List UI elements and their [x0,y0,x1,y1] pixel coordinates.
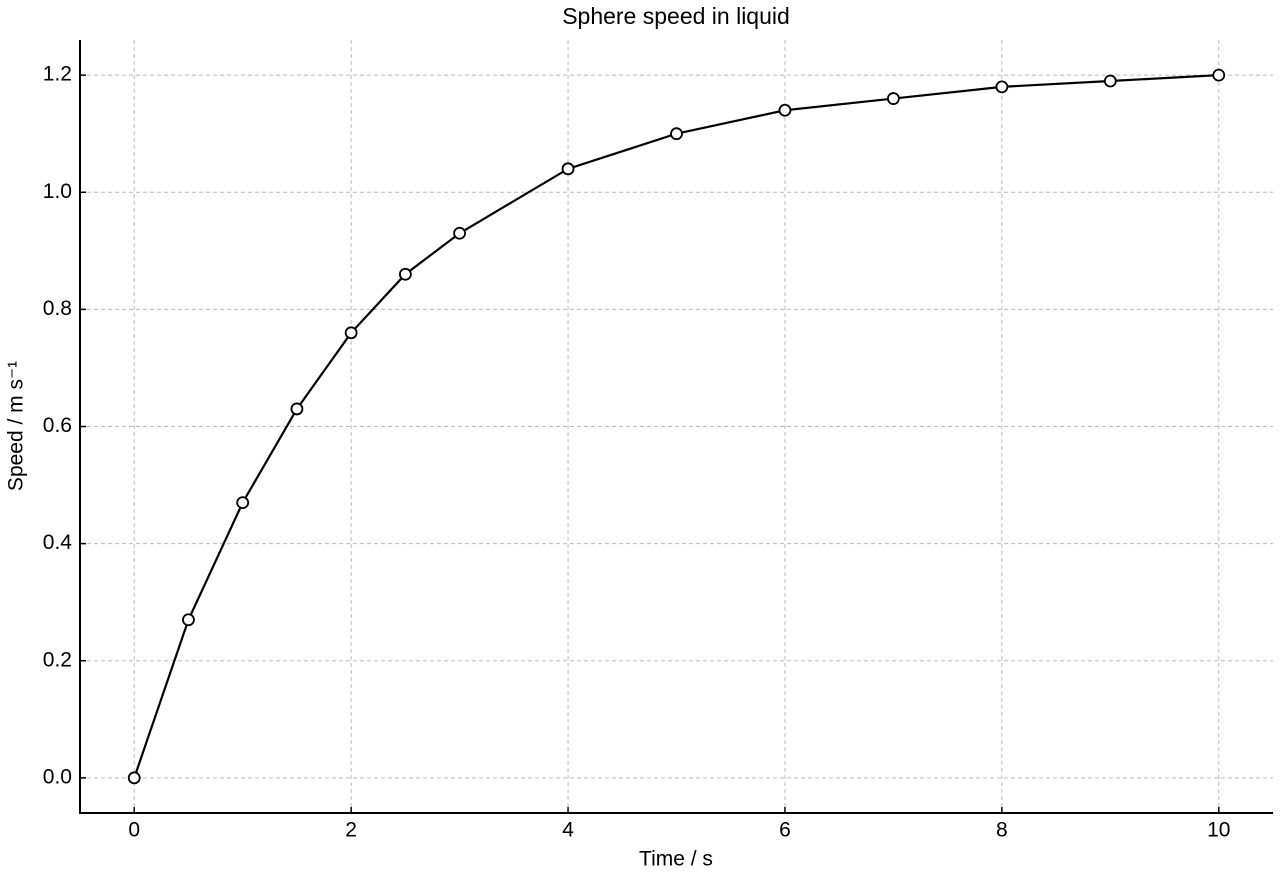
y-tick-label: 1.0 [43,180,72,203]
data-point [1103,74,1117,88]
data-point [344,326,358,340]
y-tick-label: 0.8 [43,297,72,320]
y-tick-label: 1.2 [43,63,72,86]
x-axis-label: Time / s [639,848,713,871]
x-tick-label: 6 [779,819,791,842]
data-point [236,496,250,510]
x-tick-label: 2 [345,819,357,842]
data-point [561,162,575,176]
y-tick-label: 0.2 [43,648,72,671]
y-tick-label: 0.4 [43,531,73,554]
data-point [778,103,792,117]
data-line [133,74,1219,779]
data-point [1212,68,1226,82]
x-tick-label: 4 [562,819,574,842]
chart-title: Sphere speed in liquid [562,3,790,29]
y-tick-label: 0.0 [43,765,72,788]
y-axis-label: Speed / m s⁻¹ [5,361,28,491]
x-tick-label: 8 [996,819,1008,842]
data-point [182,613,195,627]
x-tick-label: 10 [1207,819,1230,842]
data-point [887,92,900,105]
data-point [995,80,1009,94]
data-point [290,402,304,416]
data-point [453,226,466,240]
data-point [127,771,141,785]
y-tick-label: 0.6 [43,414,72,437]
data-point [398,267,412,281]
x-tick-label: 0 [128,819,140,842]
data-point [670,127,683,141]
